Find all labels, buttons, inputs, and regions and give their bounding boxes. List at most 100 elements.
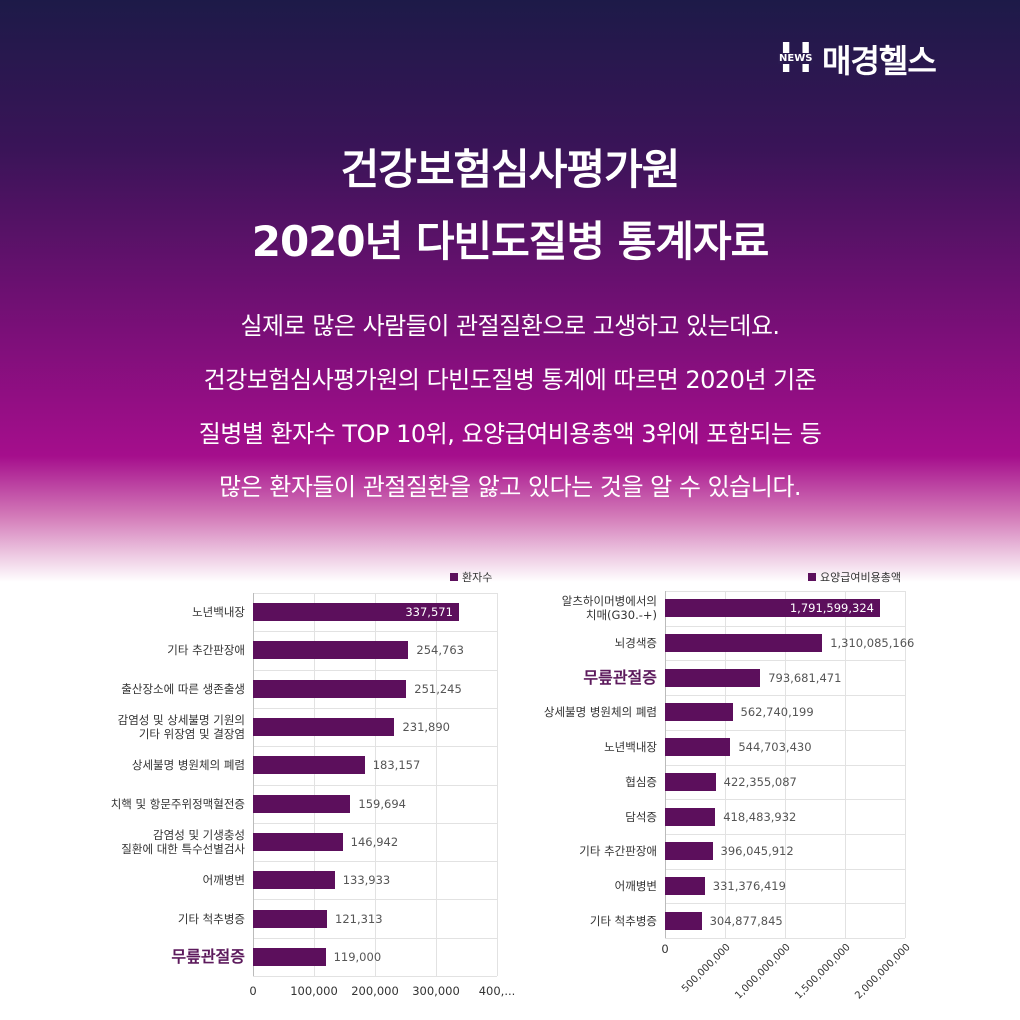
bar [253,832,343,851]
bar [665,634,823,653]
category-label: 감염성 및 기생충성 질환에 대한 특수선별검사 [121,827,245,856]
value-label: 133,933 [342,873,391,888]
title-line: 건강보험심사평가원 [340,145,681,194]
grid-line [253,593,254,976]
category-label: 감염성 및 상세불명 기원의 기타 위장염 및 결장염 [117,713,245,742]
category-label: 기타 척추병증 [177,911,245,926]
value-label: 183,157 [372,758,421,773]
value-label: 422,355,087 [723,774,797,789]
bar [665,911,702,930]
value-label: 119,000 [333,949,382,964]
category-label: 어깨병변 [614,878,657,893]
x-tick-label: 1,000,000,000 [733,942,793,1002]
value-label: 254,763 [416,643,464,658]
category-label: 노년백내장 [192,605,245,620]
bar [253,679,407,698]
x-tick-label: 400,... [478,984,516,998]
category-label: 어깨병변 [202,873,245,888]
legend-label: 요양급여비용총액 [820,571,901,584]
value-label: 146,942 [350,834,399,849]
value-label: 159,694 [358,796,406,811]
grid-line [845,591,846,938]
x-tick-label: 500,000,000 [680,942,733,995]
legend: 요양급여비용총액 [808,569,901,585]
value-label: 304,877,845 [709,913,783,928]
bar [253,641,409,660]
category-label: 출산장소에 따른 생존출생 [121,681,245,696]
category-label: 협심증 [625,774,657,789]
bar [665,599,880,618]
category-label: 기타 척추병증 [589,913,657,928]
value-label: 1,310,085,166 [830,636,915,651]
value-label: 251,245 [414,681,462,696]
bar [253,603,459,622]
grid-line [497,593,498,976]
value-label: 331,376,419 [712,878,786,893]
logo-badge: NEWS [778,53,814,64]
value-label: 231,890 [402,720,450,735]
category-label: 노년백내장 [604,740,657,755]
x-tick-label: 0 [249,984,257,998]
category-label: 담석증 [625,809,657,824]
x-tick-label: 1,500,000,000 [793,942,853,1002]
row-separator [253,976,497,977]
value-label: 544,703,430 [738,740,812,755]
grid-line [375,593,376,976]
value-label: 562,740,199 [740,705,814,720]
category-label: 알츠하이머병에서의 치매(G30.-+) [561,594,657,623]
bar [665,807,716,826]
x-tick-label: 2,000,000,000 [853,942,913,1002]
logo-name: 매경헬스 [822,42,937,80]
row-separator [665,938,905,939]
bar [665,772,716,791]
category-label: 상세불명 병원체의 폐렴 [543,705,657,720]
logo-mark-box: H NEWS [778,33,818,82]
x-tick-label: 200,000 [351,984,399,998]
bar [253,718,395,737]
bar [665,842,713,861]
x-tick-label: 100,000 [290,984,338,998]
grid-line [436,593,437,976]
grid-line [725,591,726,938]
grid-line [665,591,666,938]
header-background [0,0,1020,600]
bar [253,756,365,775]
logo: H NEWS 매경헬스 [778,33,937,82]
category-label: 뇌경색증 [614,636,657,651]
grid-line [905,591,906,938]
category-label: 상세불명 병원체의 폐렴 [131,758,245,773]
value-label: 418,483,932 [723,809,797,824]
bar [665,876,705,895]
bar [665,703,733,722]
body-line: 질병별 환자수 TOP 10위, 요양급여비용총액 3위에 포함되는 등 [198,420,822,448]
category-label: 무릎관절증 [583,667,657,687]
x-tick-label: 0 [661,942,669,956]
category-label: 무릎관절증 [171,946,245,966]
bar [253,871,335,890]
value-label: 1,791,599,324 [789,601,874,616]
bar [253,794,351,813]
bar [253,947,326,966]
value-label: 396,045,912 [720,844,794,859]
body-line: 실제로 많은 사람들이 관절질환으로 고생하고 있는데요. [240,312,780,340]
x-tick-label: 300,000 [412,984,460,998]
legend-label: 환자수 [462,571,493,584]
body-line: 건강보험심사평가원의 다빈도질병 통계에 따르면 2020년 기준 [203,366,817,394]
grid-line [785,591,786,938]
bar [665,668,761,687]
value-label: 121,313 [335,911,383,926]
value-label: 793,681,471 [768,670,842,685]
legend-swatch [808,573,816,581]
value-label: 337,571 [405,605,453,620]
category-label: 치핵 및 항문주위정맥혈전증 [110,796,245,811]
legend: 환자수 [450,569,492,585]
bar [665,738,731,757]
legend-swatch [450,573,458,581]
category-label: 기타 추간판장애 [167,643,245,658]
bar [253,909,327,928]
body-line: 많은 환자들이 관절질환을 앓고 있다는 것을 알 수 있습니다. [218,473,802,501]
title-line: 2020년 다빈도질병 통계자료 [251,217,770,266]
category-label: 기타 추간판장애 [579,844,657,859]
grid-line [314,593,315,976]
